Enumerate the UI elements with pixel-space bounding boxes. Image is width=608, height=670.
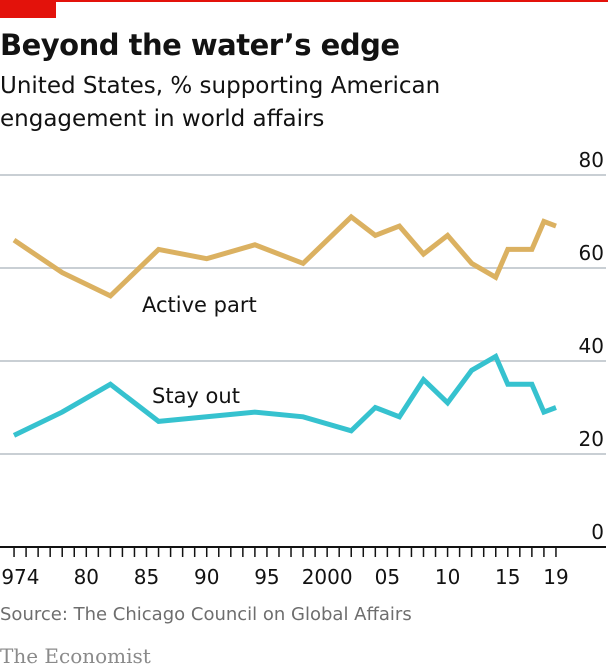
y-tick-label-20: 20 <box>579 427 604 451</box>
x-tick-label-1985: 85 <box>134 565 159 589</box>
y-tick-label-80: 80 <box>579 150 604 172</box>
chart-title: Beyond the water’s edge <box>0 28 400 62</box>
y-tick-label-40: 40 <box>579 334 604 358</box>
series-line-active-part <box>12 213 557 299</box>
source-note: Source: The Chicago Council on Global Af… <box>0 604 412 625</box>
line-chart: 0 20 40 60 80 Active part Stay out 1974 80 85 9… <box>0 150 606 589</box>
x-tick-label-2005: 05 <box>375 565 400 589</box>
x-tick-label-1990: 90 <box>194 565 219 589</box>
series-line-stay-out <box>12 352 557 438</box>
x-tick-label-1995: 95 <box>254 565 279 589</box>
x-tick-label-2010: 10 <box>435 565 460 589</box>
x-tick-label-2000: 2000 <box>302 565 353 589</box>
brand-accent-bar <box>0 0 56 18</box>
series-label-stay-out: Stay out <box>152 384 240 408</box>
top-rule <box>0 0 608 2</box>
publisher-logo: The Economist <box>0 644 151 668</box>
gridlines: 0 20 40 60 80 <box>0 150 606 544</box>
x-tick-label-2015: 15 <box>495 565 520 589</box>
series-label-active-part: Active part <box>142 293 257 317</box>
series-lines <box>12 213 557 438</box>
series-labels: Active part Stay out <box>142 293 257 408</box>
x-tick-label-1980: 80 <box>74 565 99 589</box>
x-tick-label-1974: 1974 <box>0 565 39 589</box>
y-tick-label-0: 0 <box>591 520 604 544</box>
chart-subtitle: United States, % supporting American eng… <box>0 73 441 132</box>
y-tick-label-60: 60 <box>579 241 604 265</box>
x-tick-label-2019: 19 <box>543 565 568 589</box>
x-axis: 1974 80 85 90 95 2000 05 10 15 19 <box>0 546 606 589</box>
